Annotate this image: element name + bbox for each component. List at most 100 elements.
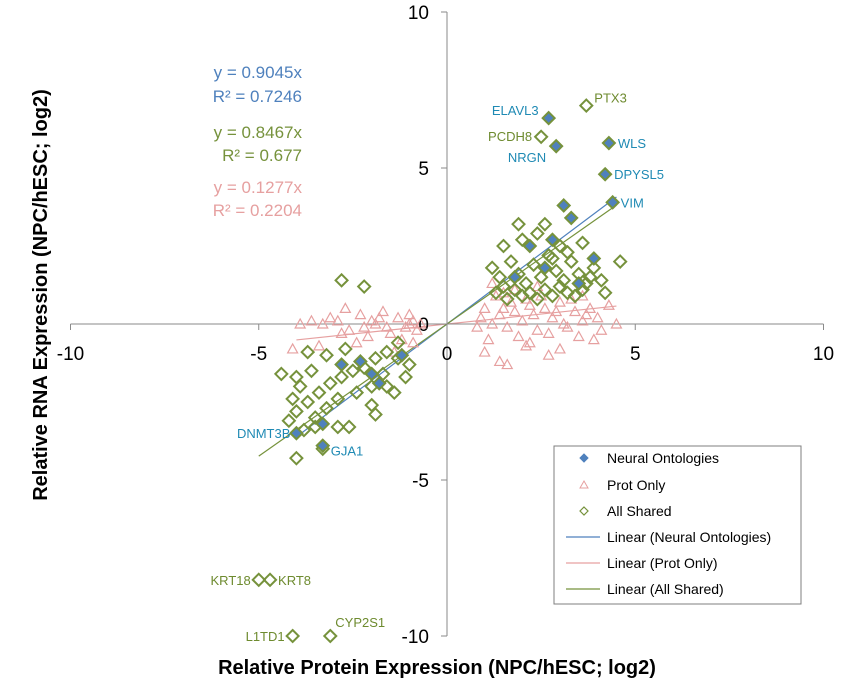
prot-only-point <box>561 320 574 332</box>
legend-label: Linear (Neural Ontologies) <box>607 529 771 545</box>
all-shared-point <box>514 232 530 248</box>
all-shared-point <box>311 385 327 401</box>
point-label-pcdh8: PCDH8 <box>488 129 532 144</box>
legend-marker-prot <box>579 479 589 489</box>
prot-only-point <box>392 311 405 323</box>
all-shared-point <box>288 450 304 466</box>
all-shared-point <box>552 279 568 294</box>
all-shared-point <box>337 341 353 357</box>
all-shared-point <box>281 413 297 429</box>
x-tick-label: 5 <box>630 344 641 365</box>
y-tick-label: -5 <box>412 471 429 492</box>
prot-only-point <box>553 342 566 354</box>
all-shared-point <box>545 251 560 266</box>
y-tick-label: 10 <box>408 3 429 24</box>
point-label-vim: VIM <box>621 195 644 210</box>
prot-only-point <box>373 311 386 323</box>
prot-only-point <box>354 308 367 320</box>
all-shared-point <box>300 344 316 360</box>
neural-ontology-point <box>364 366 380 382</box>
x-tick-label: 10 <box>813 344 834 365</box>
prot-only-point <box>602 299 615 310</box>
labeled-point-gja1 <box>315 438 331 454</box>
prot-only-point <box>369 317 382 329</box>
prot-only-point <box>399 320 412 332</box>
prot-only-point <box>376 305 390 317</box>
all-shared-point <box>537 216 553 232</box>
all-shared-point <box>511 216 526 232</box>
labeled-point-dpysl5 <box>597 166 613 182</box>
labeled-point-krt18 <box>251 572 267 588</box>
labeled-point-pcdh8 <box>533 129 549 145</box>
all-shared-point <box>560 244 575 260</box>
legend-box <box>553 445 802 605</box>
prot-only-point <box>305 314 318 326</box>
prot-only-point <box>584 302 597 313</box>
prot-only-point <box>508 305 521 317</box>
y-axis-title: Relative RNA Expression (NPC/hESC; log2) <box>30 89 52 501</box>
neural-ontology-point <box>394 347 410 363</box>
y-tick-label: -10 <box>402 627 429 648</box>
neural-ontology-point <box>545 232 560 248</box>
point-label-wls: WLS <box>618 136 647 151</box>
prot-only-point <box>557 317 570 329</box>
neural-ontology-point <box>507 269 523 285</box>
prot-only-point <box>482 333 495 345</box>
labeled-point-krt8 <box>262 572 278 588</box>
all-shared-point <box>334 272 349 288</box>
neural-ontology-point <box>586 251 602 266</box>
prot-only-point <box>595 324 608 335</box>
prot-only-point <box>478 302 491 313</box>
labeled-point-nrgn <box>548 138 564 154</box>
prot-only-point <box>331 314 344 326</box>
legend-label: Neural Ontologies <box>607 450 719 466</box>
all-shared-point <box>304 363 319 379</box>
point-label-l1td1: L1TD1 <box>246 629 285 644</box>
all-shared-point <box>330 419 346 435</box>
point-labels: PTX3 ELAVL3 PCDH8 WLS NRGN DPYSL5 VIM DNMT3B GJA… <box>211 91 664 644</box>
labeled-point-l1td1 <box>285 628 301 644</box>
neural-ontology-point <box>571 276 587 291</box>
prot-only-point <box>516 314 529 326</box>
labeled-point-ptx3 <box>578 98 594 114</box>
prot-only-point <box>550 305 563 317</box>
prot-only-point <box>531 280 544 292</box>
all-shared-point <box>529 226 545 241</box>
prot-only-point <box>501 320 514 332</box>
point-label-dpysl5: DPYSL5 <box>614 167 664 182</box>
labeled-point-cyp2s1 <box>322 628 338 644</box>
all-shared-point <box>507 282 523 298</box>
all-shared-point <box>330 391 346 407</box>
point-label-ptx3: PTX3 <box>594 91 627 106</box>
prot-only-point <box>493 308 506 320</box>
all-shared-point <box>548 263 564 279</box>
prot-only-point <box>542 348 555 360</box>
all-shared-point <box>322 375 338 391</box>
neural-ontology-point <box>352 354 368 369</box>
prot-only-point <box>546 311 559 323</box>
all-shared-point <box>296 422 312 438</box>
prot-only-point <box>486 277 499 289</box>
all-shared-point <box>575 235 590 251</box>
prot-only-point <box>384 327 397 338</box>
all-shared-point <box>386 385 402 401</box>
equation-prot_only: y = 0.1277x <box>214 178 303 197</box>
prot-only-point <box>350 336 363 348</box>
r-squared-neural_ontologies: R² = 0.7246 <box>213 87 302 106</box>
all-shared-point <box>593 272 609 288</box>
all-shared-point <box>398 369 413 385</box>
neural-ontology-point <box>522 238 538 254</box>
prot-only-point <box>523 336 536 348</box>
x-tick-label: -10 <box>57 344 84 365</box>
legend-marker-neural <box>579 453 589 463</box>
all-shared-point <box>526 257 542 273</box>
prot-only-point <box>358 320 371 332</box>
all-shared-point <box>484 260 500 276</box>
prot-only-point <box>312 339 326 351</box>
trendline-equations: y = 0.9045x R² = 0.7246 y = 0.8467x R² = 0.… <box>213 63 303 220</box>
prot-only-point <box>286 342 299 354</box>
all-shared-point <box>560 285 575 301</box>
prot-only-point <box>403 317 416 329</box>
prot-only-point <box>414 317 427 329</box>
